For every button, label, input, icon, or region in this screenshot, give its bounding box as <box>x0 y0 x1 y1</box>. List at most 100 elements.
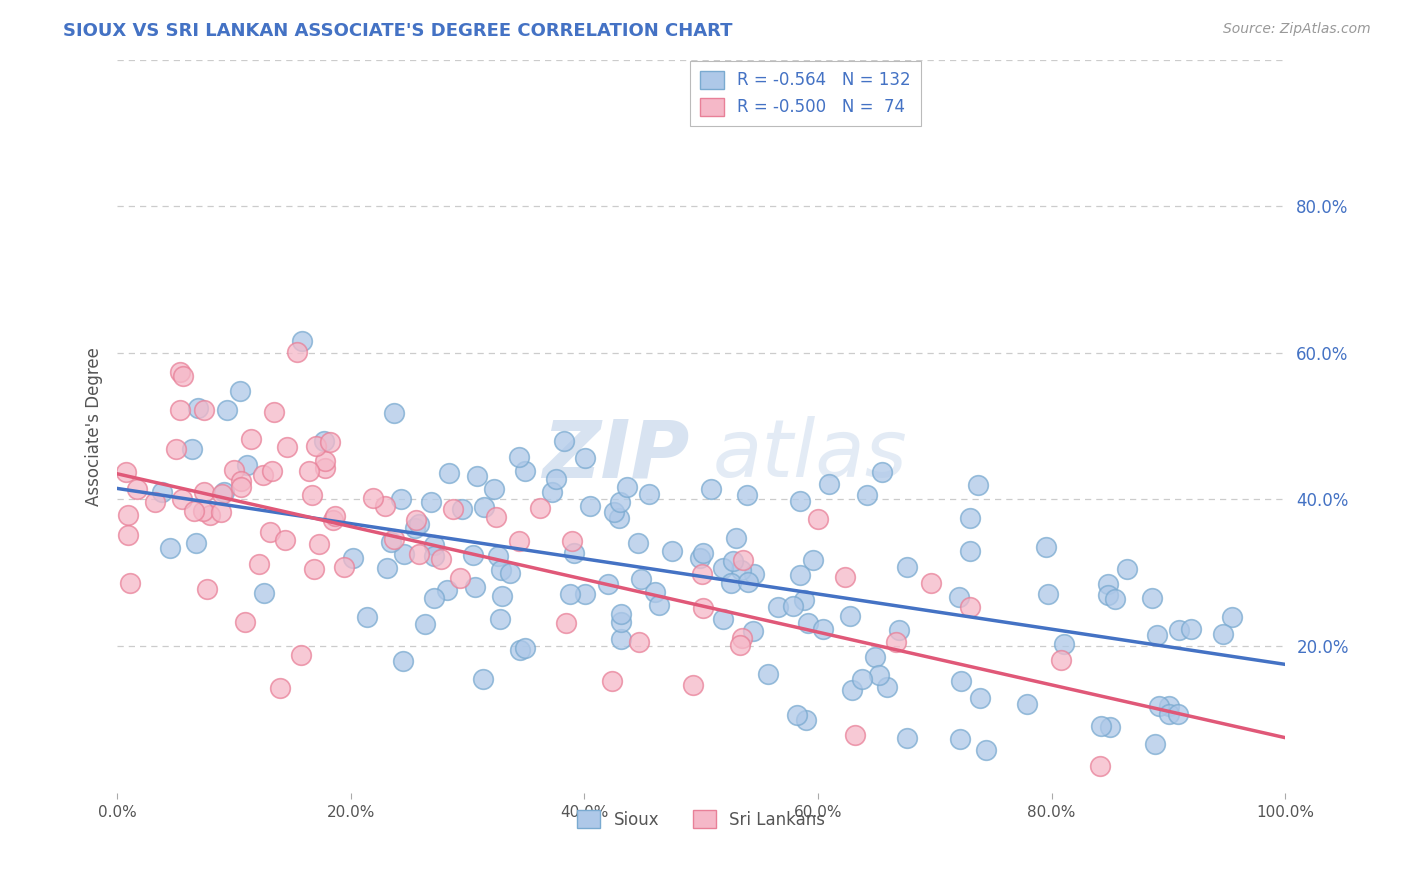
Point <box>235 615 257 629</box>
Point <box>1147 699 1170 714</box>
Point <box>408 547 430 561</box>
Point <box>260 464 283 478</box>
Point <box>143 495 166 509</box>
Point <box>692 566 714 581</box>
Point <box>356 609 378 624</box>
Point <box>515 641 537 656</box>
Point <box>363 491 385 506</box>
Point <box>1180 622 1202 636</box>
Point <box>720 575 742 590</box>
Point <box>950 674 973 689</box>
Point <box>728 638 751 652</box>
Point <box>212 485 235 500</box>
Point <box>193 504 215 518</box>
Point <box>1090 758 1112 772</box>
Point <box>801 553 824 567</box>
Point <box>793 593 815 607</box>
Point <box>1050 653 1073 667</box>
Point <box>574 450 596 465</box>
Point <box>513 464 536 478</box>
Point <box>689 551 711 566</box>
Point <box>851 672 873 686</box>
Point <box>896 560 918 574</box>
Point <box>948 591 970 605</box>
Point <box>263 404 285 418</box>
Point <box>114 465 136 479</box>
Point <box>441 502 464 516</box>
Point <box>616 480 638 494</box>
Point <box>422 549 444 563</box>
Point <box>499 566 522 581</box>
Point <box>735 488 758 502</box>
Point <box>118 575 141 590</box>
Point <box>482 483 505 497</box>
Point <box>627 536 650 550</box>
Point <box>222 463 245 477</box>
Point <box>231 480 253 494</box>
Point <box>471 672 494 686</box>
Point <box>742 566 765 581</box>
Point <box>610 607 633 621</box>
Point <box>574 587 596 601</box>
Point <box>170 491 193 506</box>
Point <box>449 571 471 585</box>
Point <box>419 495 441 509</box>
Point <box>598 577 620 591</box>
Point <box>865 650 887 665</box>
Point <box>165 442 187 457</box>
Point <box>323 508 346 523</box>
Point <box>269 681 291 695</box>
Point <box>437 467 460 481</box>
Text: ZIP: ZIP <box>543 417 689 494</box>
Point <box>876 680 898 694</box>
Point <box>312 434 335 448</box>
Point <box>382 406 405 420</box>
Point <box>730 632 752 646</box>
Point <box>464 580 486 594</box>
Point <box>969 690 991 705</box>
Point <box>187 401 209 416</box>
Point <box>509 642 531 657</box>
Point <box>920 575 942 590</box>
Point <box>692 600 714 615</box>
Point <box>797 615 820 630</box>
Point <box>627 635 650 649</box>
Point <box>813 623 835 637</box>
Point <box>405 513 427 527</box>
Point <box>198 508 221 522</box>
Point <box>382 532 405 546</box>
Point <box>529 500 551 515</box>
Point <box>491 589 513 603</box>
Point <box>380 535 402 549</box>
Point <box>209 505 232 519</box>
Point <box>314 461 336 475</box>
Point <box>1097 577 1119 591</box>
Point <box>682 678 704 692</box>
Point <box>253 585 276 599</box>
Point <box>630 572 652 586</box>
Point <box>215 403 238 417</box>
Point <box>259 525 281 540</box>
Point <box>304 562 326 576</box>
Point <box>159 541 181 555</box>
Point <box>949 732 972 747</box>
Point <box>489 612 512 626</box>
Point <box>195 582 218 596</box>
Point <box>169 403 191 417</box>
Point <box>319 434 342 449</box>
Point <box>766 600 789 615</box>
Point <box>285 345 308 359</box>
Point <box>465 468 488 483</box>
Point <box>1212 627 1234 641</box>
Point <box>974 743 997 757</box>
Point <box>794 714 817 728</box>
Point <box>711 612 734 626</box>
Point <box>561 534 583 549</box>
Point <box>430 552 453 566</box>
Point <box>1097 588 1119 602</box>
Point <box>290 648 312 663</box>
Point <box>609 494 631 508</box>
Point <box>436 583 458 598</box>
Point <box>609 632 631 646</box>
Point <box>1140 591 1163 606</box>
